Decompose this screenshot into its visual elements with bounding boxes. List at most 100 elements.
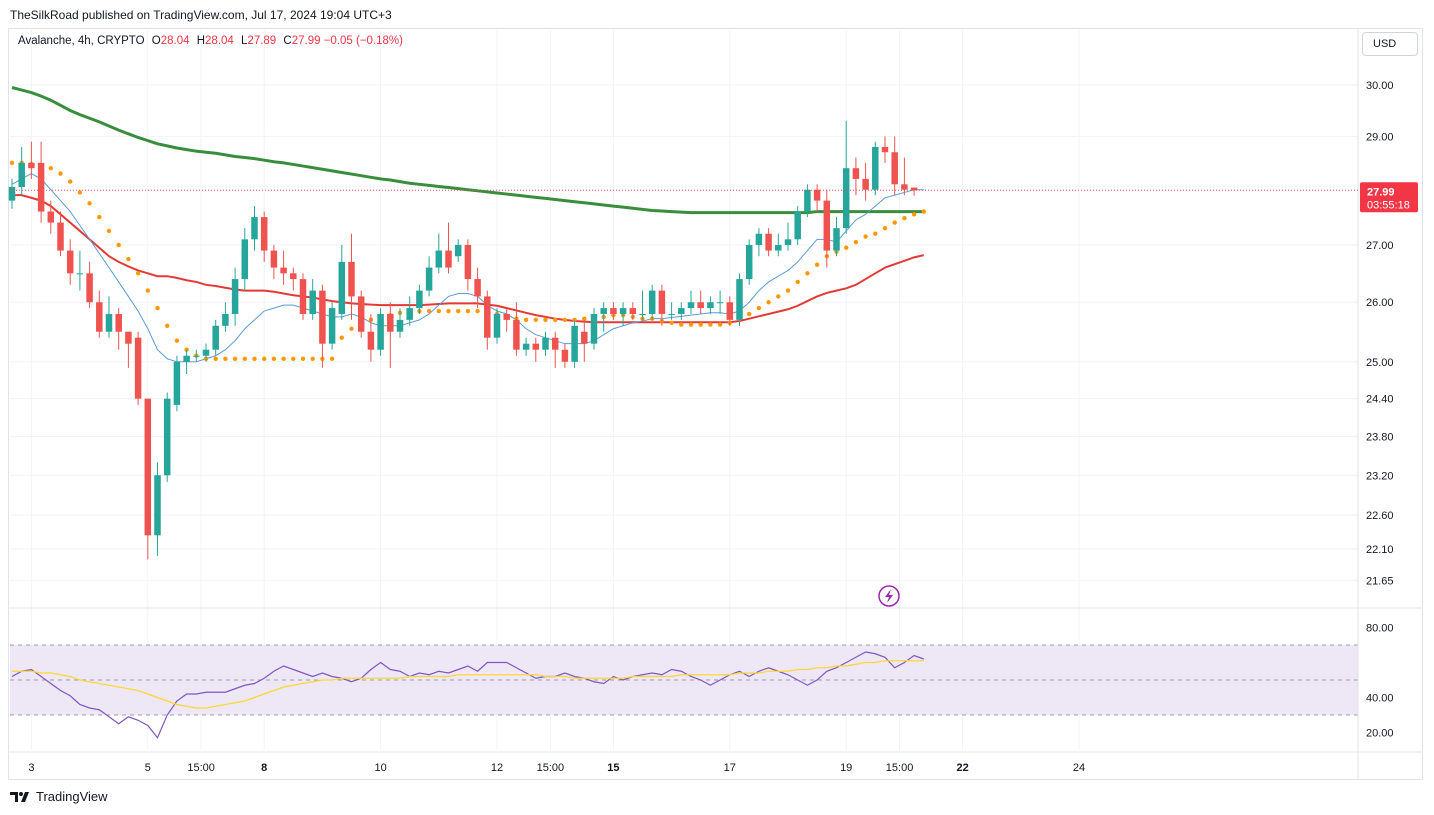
candle-body [794, 211, 801, 240]
candle-body [357, 296, 365, 332]
tradingview-logo-icon [10, 791, 29, 802]
sar-dot [48, 165, 53, 171]
candle-body [862, 178, 869, 190]
sar-dot [863, 234, 868, 239]
candle-body [881, 146, 889, 153]
legend-low-label: L [241, 35, 248, 47]
sar-dot [805, 271, 810, 276]
x-tick-label: 5 [145, 762, 151, 774]
legend-change: −0.05 (−0.18%) [323, 35, 403, 47]
candle-body [619, 308, 627, 314]
candle-body [551, 337, 559, 350]
candle-body [697, 302, 704, 309]
candle-body [367, 331, 375, 350]
sar-dot [446, 308, 451, 314]
price-tag-countdown: 03:55:18 [1367, 199, 1410, 211]
candle-body [115, 313, 122, 332]
x-tick-label: 17 [724, 762, 736, 774]
sar-dot [165, 323, 170, 328]
candle-body [765, 233, 772, 251]
candle-body [338, 261, 346, 314]
candle-body [290, 273, 297, 280]
sar-dot [223, 356, 228, 361]
candle-body [464, 244, 472, 280]
y-tick-label: 24.40 [1366, 394, 1394, 406]
candle-body [222, 313, 229, 326]
rsi-tick-label: 80.00 [1366, 623, 1394, 635]
rsi-line-1 [12, 660, 924, 709]
sar-dot [475, 308, 480, 314]
candle-body [833, 228, 840, 251]
x-tick-label: 15:00 [537, 762, 565, 774]
candle-body [484, 296, 491, 338]
legend-open: 28.04 [160, 35, 190, 47]
candle-body [493, 313, 501, 338]
ma-line-1 [12, 194, 925, 324]
candle-body [416, 290, 423, 309]
currency-button[interactable]: USD [1362, 32, 1418, 56]
sar-dot [582, 316, 587, 321]
x-tick-label: 10 [374, 762, 386, 774]
sar-dot [349, 326, 354, 331]
candle-body [600, 308, 607, 314]
candle-body [28, 162, 35, 169]
x-tick-label: 19 [840, 762, 852, 774]
candle-body [736, 279, 743, 320]
sar-dot [698, 322, 703, 327]
legend-open-label: O [151, 35, 161, 47]
candle-body [901, 184, 908, 190]
candle-body [251, 217, 258, 240]
candle-body [270, 250, 278, 268]
candle-body [105, 313, 113, 332]
candle-body [755, 233, 763, 245]
sar-dot [844, 245, 849, 250]
sar-dot [97, 214, 102, 220]
candle-body [144, 398, 152, 536]
sar-dot [155, 305, 160, 311]
rsi-tick-label: 40.00 [1366, 693, 1394, 705]
sar-dot [814, 262, 820, 267]
x-tick-label: 15 [607, 762, 619, 774]
candle-body [47, 211, 55, 223]
sar-dot [708, 322, 713, 327]
sar-dot [853, 239, 859, 245]
sar-dot [882, 225, 888, 231]
candle-body [18, 162, 25, 188]
candle-body [503, 313, 510, 320]
candle-body [891, 152, 898, 185]
candle-body [163, 398, 171, 476]
candle-body [425, 267, 433, 291]
y-tick-label: 27.00 [1366, 240, 1394, 252]
candle-body [193, 355, 200, 357]
x-tick-label: 22 [956, 762, 968, 774]
y-tick-label: 30.00 [1366, 80, 1394, 92]
ma-line-0 [11, 86, 924, 215]
candle-body [260, 217, 268, 251]
candle-body [581, 331, 588, 344]
sar-dot [892, 220, 897, 225]
candle-body [406, 308, 413, 320]
sar-dot [106, 228, 112, 234]
y-tick-label: 21.65 [1366, 575, 1394, 587]
legend-low: 27.89 [247, 35, 277, 47]
sar-dot [116, 242, 121, 248]
candle-body [134, 337, 142, 399]
sar-dot [242, 356, 247, 361]
legend-symbol: Avalanche, 4h, CRYPTO [18, 35, 145, 47]
sar-dot [291, 356, 296, 361]
y-tick-label: 22.10 [1366, 544, 1394, 556]
sar-dot [213, 356, 218, 361]
candle-body [8, 187, 16, 201]
candle-body [319, 290, 326, 344]
x-tick-label: 24 [1073, 762, 1085, 774]
sar-dot [58, 171, 63, 176]
sar-dot [126, 256, 131, 262]
candle-body [387, 313, 394, 332]
rsi-pane [10, 644, 1358, 739]
sar-dot [232, 356, 238, 361]
rsi-line-0 [11, 651, 925, 739]
x-tick-label: 8 [261, 762, 267, 774]
grid-lines [10, 30, 1358, 750]
sar-dot [310, 356, 315, 361]
